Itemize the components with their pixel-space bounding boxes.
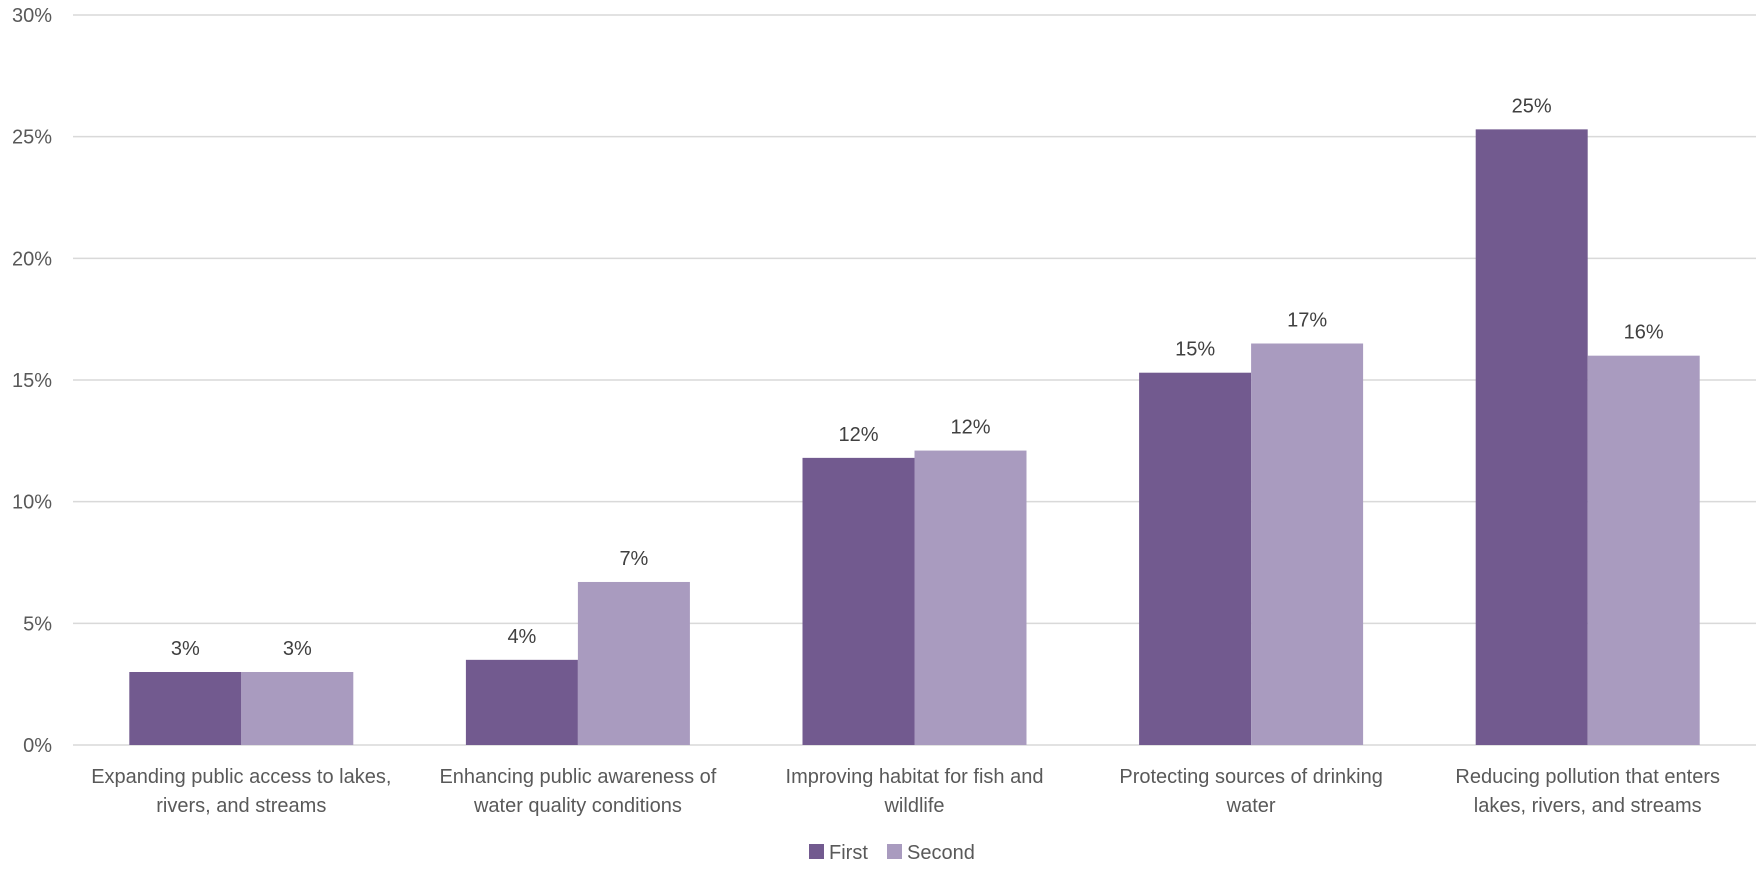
category-label: Expanding public access to lakes, [91,766,391,788]
bar-second-2 [914,450,1027,745]
y-tick-label: 15% [12,370,52,392]
bar-second-0 [241,672,354,745]
legend-label-second: Second [907,842,975,864]
data-label: 12% [838,424,878,446]
legend: First Second [809,842,975,864]
category-label: rivers, and streams [156,795,326,817]
data-label: 3% [171,638,200,660]
category-labels: Expanding public access to lakes, rivers,… [91,766,1720,817]
data-label: 4% [507,626,536,648]
y-tick-label: 0% [23,735,52,757]
bar-second-4 [1587,355,1700,745]
category-label: Enhancing public awareness of [439,766,716,788]
data-label: 16% [1624,322,1664,344]
data-label: 3% [283,638,312,660]
legend-label-first: First [829,842,868,864]
category-label: Protecting sources of drinking [1119,766,1382,788]
bar-first-2 [802,457,915,745]
data-label: 12% [950,417,990,439]
y-tick-label: 5% [23,613,52,635]
legend-swatch-first [809,844,824,859]
bar-first-4 [1475,129,1588,745]
y-tick-label: 25% [12,127,52,149]
y-tick-label: 20% [12,248,52,270]
bar-second-1 [577,581,690,745]
category-label: Reducing pollution that enters [1455,766,1720,788]
data-label: 25% [1512,95,1552,117]
data-label: 7% [619,548,648,570]
category-label: wildlife [883,795,944,817]
y-tick-label: 30% [12,5,52,27]
category-label: lakes, rivers, and streams [1474,795,1702,817]
data-label: 15% [1175,339,1215,361]
bar-first-0 [129,672,242,745]
bars [129,129,1700,745]
y-axis-tick-labels: 0% 5% 10% 15% 20% 25% 30% [12,5,52,757]
bar-first-3 [1139,372,1252,745]
bar-second-3 [1251,343,1364,745]
category-label: water [1226,795,1276,817]
category-label: Improving habitat for fish and [786,766,1044,788]
data-label: 17% [1287,310,1327,332]
legend-swatch-second [887,844,902,859]
bar-first-1 [465,659,578,745]
data-labels: 3% 4% 12% 15% 25% 3% 7% 12% 17% 16% [171,95,1664,660]
y-tick-label: 10% [12,492,52,514]
category-label: water quality conditions [473,795,682,817]
